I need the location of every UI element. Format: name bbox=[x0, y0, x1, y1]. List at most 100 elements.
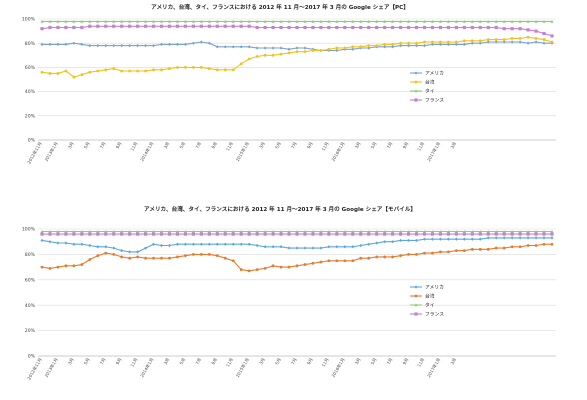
data-point bbox=[247, 24, 251, 28]
data-point bbox=[112, 246, 116, 250]
data-point bbox=[486, 229, 490, 233]
data-point bbox=[184, 254, 187, 258]
data-point bbox=[96, 69, 100, 73]
data-point bbox=[295, 25, 299, 30]
chart-mobile-grid bbox=[38, 228, 556, 357]
data-point bbox=[526, 19, 530, 23]
data-point bbox=[287, 232, 291, 236]
data-point bbox=[271, 25, 275, 30]
data-point bbox=[351, 245, 355, 249]
data-point bbox=[239, 62, 243, 66]
x-tick-label: 2016年1月 bbox=[330, 141, 347, 163]
data-point bbox=[414, 44, 419, 48]
data-point bbox=[526, 28, 530, 32]
data-point bbox=[383, 229, 387, 233]
data-point bbox=[319, 25, 323, 30]
data-point bbox=[303, 263, 307, 266]
data-point bbox=[319, 49, 323, 52]
x-tick-label: 2017年1月 bbox=[425, 141, 442, 163]
data-point bbox=[295, 246, 299, 250]
chart-pc: アメリカ、台湾、タイ、フランスにおける 2012 年 11 月～2017 年 3… bbox=[22, 3, 556, 165]
data-point bbox=[422, 25, 427, 30]
data-point bbox=[462, 249, 466, 252]
data-point bbox=[542, 232, 546, 236]
data-point bbox=[303, 246, 307, 250]
data-point bbox=[526, 229, 530, 233]
data-point bbox=[534, 236, 538, 240]
data-point bbox=[271, 229, 275, 233]
data-point bbox=[534, 229, 538, 233]
data-point bbox=[88, 243, 92, 248]
data-point bbox=[542, 236, 546, 240]
data-point bbox=[167, 19, 172, 23]
x-tick-label: 2015年1月 bbox=[234, 357, 251, 379]
data-point bbox=[239, 45, 243, 49]
data-point bbox=[462, 25, 466, 30]
data-point bbox=[518, 40, 522, 44]
data-point bbox=[534, 29, 538, 33]
data-point bbox=[518, 229, 522, 233]
data-point bbox=[104, 24, 108, 28]
data-point bbox=[223, 19, 227, 23]
data-point bbox=[526, 232, 530, 236]
x-tick-label: 5月 bbox=[179, 357, 188, 366]
data-point bbox=[470, 41, 474, 45]
data-point bbox=[478, 39, 482, 43]
data-point bbox=[287, 19, 291, 23]
data-point bbox=[303, 19, 307, 23]
legend-label: タイ bbox=[425, 302, 435, 309]
data-point bbox=[215, 242, 219, 246]
data-point bbox=[486, 236, 490, 240]
data-point bbox=[120, 19, 124, 23]
data-point bbox=[239, 24, 243, 28]
chart-pc-title: アメリカ、台湾、タイ、フランスにおける 2012 年 11 月～2017 年 3… bbox=[151, 3, 409, 11]
data-point bbox=[72, 41, 76, 45]
data-point bbox=[287, 229, 291, 233]
x-tick-label: 2013年1月 bbox=[43, 141, 60, 163]
data-point bbox=[207, 41, 211, 45]
data-point bbox=[40, 229, 44, 233]
data-point bbox=[423, 251, 426, 255]
data-point bbox=[175, 229, 180, 233]
data-point bbox=[48, 19, 52, 23]
data-point bbox=[391, 255, 395, 259]
data-point bbox=[271, 46, 275, 50]
data-point bbox=[56, 265, 60, 269]
data-point bbox=[502, 40, 506, 44]
data-point bbox=[263, 232, 267, 236]
data-point bbox=[104, 232, 108, 236]
x-tick-label: 2014年1月 bbox=[138, 357, 155, 379]
data-point bbox=[167, 232, 172, 236]
data-point bbox=[311, 229, 315, 233]
data-point bbox=[279, 19, 283, 23]
x-tick-label: 5月 bbox=[179, 141, 188, 150]
data-point bbox=[422, 229, 427, 233]
data-point bbox=[414, 229, 419, 233]
data-point bbox=[502, 229, 506, 233]
data-point bbox=[415, 41, 418, 45]
data-point bbox=[223, 242, 227, 246]
data-point bbox=[176, 255, 179, 259]
data-point bbox=[167, 229, 172, 233]
y-tick-label: 100% bbox=[22, 17, 36, 23]
data-point bbox=[247, 232, 251, 236]
data-point bbox=[231, 45, 235, 49]
data-point bbox=[120, 248, 124, 253]
data-point bbox=[88, 44, 92, 48]
data-point bbox=[263, 266, 267, 270]
data-point bbox=[494, 232, 498, 236]
legend-label: 台湾 bbox=[425, 293, 435, 300]
data-point bbox=[351, 229, 355, 233]
data-point bbox=[462, 232, 466, 236]
data-point bbox=[311, 19, 315, 23]
data-point bbox=[542, 41, 546, 45]
data-point bbox=[391, 229, 395, 233]
data-point bbox=[271, 245, 275, 249]
data-point bbox=[143, 24, 148, 28]
x-tick-label: 5月 bbox=[83, 141, 92, 150]
data-point bbox=[470, 237, 474, 241]
data-point bbox=[255, 268, 259, 272]
data-point bbox=[199, 19, 203, 23]
data-point bbox=[80, 232, 84, 236]
